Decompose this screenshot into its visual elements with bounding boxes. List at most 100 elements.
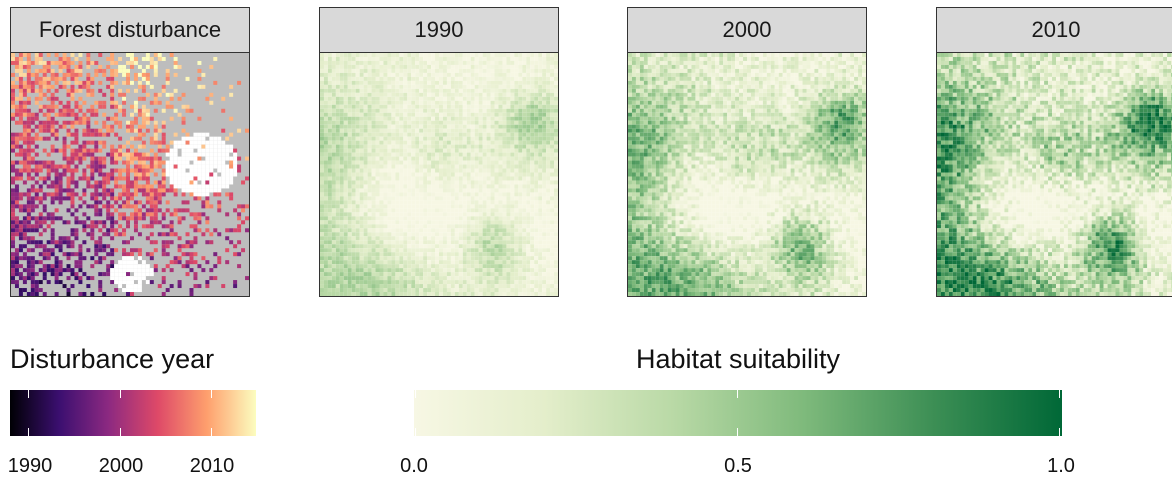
suitability-cell [343,240,348,245]
disturbance-cell [18,168,23,173]
suitability-cell [359,96,364,101]
suitability-cell [427,180,432,185]
suitability-cell [446,184,451,189]
suitability-cell [439,156,443,161]
suitability-cell [494,92,499,97]
suitability-cell [542,256,547,261]
disturbance-cell [86,216,91,221]
non-forest-cell [213,176,218,181]
suitability-cell [379,136,384,141]
suitability-cell [320,184,324,189]
non-forest-cell [181,184,186,189]
disturbance-cell [118,124,123,129]
disturbance-cell [38,124,43,129]
disturbance-cell [58,268,63,273]
suitability-cell [343,88,348,93]
disturbance-cell [181,104,186,109]
suitability-cell [339,53,344,57]
suitability-cell [320,80,324,85]
suitability-cell [490,260,495,265]
suitability-cell [343,53,348,57]
disturbance-cell [70,232,75,237]
disturbance-cell [137,72,142,77]
non-forest-cell [197,148,202,153]
suitability-cell [367,96,372,101]
non-forest-cell [221,176,226,181]
suitability-cell [323,64,328,69]
disturbance-cell [110,264,115,269]
suitability-cell [320,220,324,225]
suitability-cell [522,184,527,189]
suitability-cell [391,204,396,209]
suitability-cell [327,204,332,209]
disturbance-cell [42,256,47,261]
suitability-cell [462,72,467,77]
disturbance-cell [78,96,83,101]
disturbance-cell [62,112,67,117]
suitability-cell [550,160,555,165]
disturbance-cell [122,64,127,69]
disturbance-cell [34,80,39,85]
non-forest-cell [165,164,170,169]
suitability-cell [446,200,451,205]
suitability-cell [462,248,467,253]
suitability-cell [554,88,558,93]
disturbance-cell [38,104,43,109]
disturbance-cell [110,260,115,265]
disturbance-cell [70,132,75,137]
disturbance-cell [169,228,174,233]
suitability-cell [526,128,531,133]
suitability-cell [399,232,404,237]
disturbance-cell [54,148,59,153]
suitability-cell [542,224,547,229]
suitability-cell [339,248,344,253]
non-forest-cell [133,276,138,281]
suitability-cell [363,172,368,177]
suitability-cell [458,172,463,177]
disturbance-cell [26,96,31,101]
suitability-cell [486,80,491,85]
suitability-cell [498,68,503,73]
disturbance-cell [209,268,214,273]
suitability-cell [506,136,511,141]
disturbance-cell [133,220,138,225]
suitability-cell [502,228,507,233]
suitability-cell [554,56,558,61]
suitability-cell [534,228,539,233]
disturbance-cell [26,156,31,161]
suitability-cell [510,88,515,93]
disturbance-cell [114,152,119,157]
suitability-cell [411,144,416,149]
suitability-cell [363,152,368,157]
disturbance-cell [14,136,19,141]
suitability-cell [526,140,531,145]
non-forest-cell [201,168,206,173]
disturbance-cell [54,260,59,265]
disturbance-cell [90,148,95,153]
disturbance-cell [110,92,115,97]
disturbance-cell [14,220,19,225]
suitability-cell [470,204,475,209]
suitability-cell [343,204,348,209]
suitability-cell [419,124,424,129]
disturbance-cell [169,212,174,217]
suitability-cell [415,260,420,265]
suitability-cell [419,76,424,81]
suitability-cell [470,232,475,237]
suitability-cell [514,64,519,69]
disturbance-cell [86,120,91,125]
suitability-cell [474,132,479,137]
suitability-cell [335,248,340,253]
suitability-cell [347,80,352,85]
disturbance-cell [145,152,150,157]
suitability-cell [403,68,408,73]
suitability-cell [423,128,428,133]
suitability-cell [546,204,551,209]
disturbance-cell [161,160,166,165]
suitability-cell [347,212,352,217]
suitability-cell [427,104,432,109]
suitability-cell [395,264,400,269]
suitability-cell [435,144,439,149]
disturbance-cell [90,172,95,177]
non-forest-cell [217,184,222,189]
